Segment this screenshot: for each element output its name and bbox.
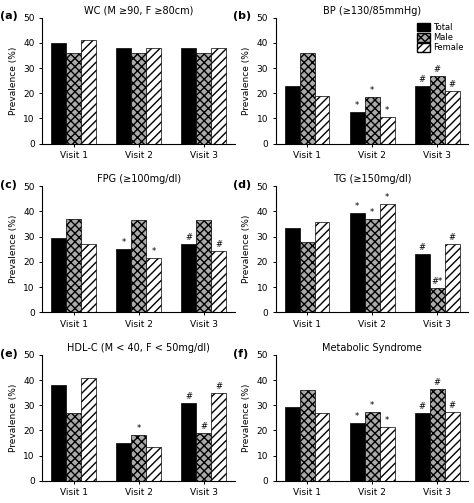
Bar bbox=[350, 112, 365, 144]
Bar bbox=[365, 97, 380, 144]
Bar bbox=[415, 86, 430, 144]
Text: #: # bbox=[419, 243, 426, 253]
Bar bbox=[116, 443, 131, 481]
Text: #: # bbox=[215, 382, 222, 391]
Title: TG (≥150mg/dl): TG (≥150mg/dl) bbox=[333, 174, 411, 184]
Text: #: # bbox=[449, 233, 456, 242]
Bar bbox=[196, 53, 211, 144]
Bar bbox=[116, 48, 131, 144]
Bar bbox=[66, 413, 81, 481]
Text: #: # bbox=[185, 233, 192, 242]
Bar bbox=[116, 249, 131, 312]
Bar bbox=[146, 48, 161, 144]
Bar bbox=[81, 244, 96, 312]
Bar bbox=[300, 53, 315, 144]
Y-axis label: Prevalence (%): Prevalence (%) bbox=[242, 215, 251, 284]
Bar bbox=[284, 406, 300, 481]
Text: *: * bbox=[152, 247, 155, 256]
Bar bbox=[66, 53, 81, 144]
Bar bbox=[181, 403, 196, 481]
Bar bbox=[284, 86, 300, 144]
Text: #: # bbox=[449, 80, 456, 89]
Text: #: # bbox=[434, 378, 441, 387]
Bar bbox=[430, 75, 445, 144]
Bar bbox=[51, 43, 66, 144]
Bar bbox=[131, 53, 146, 144]
Bar bbox=[211, 48, 226, 144]
Text: (b): (b) bbox=[233, 12, 252, 22]
Bar bbox=[430, 288, 445, 312]
Text: #: # bbox=[419, 402, 426, 411]
Bar bbox=[196, 433, 211, 481]
Text: #: # bbox=[185, 392, 192, 401]
Bar bbox=[315, 413, 329, 481]
Bar bbox=[181, 244, 196, 312]
Text: #: # bbox=[200, 422, 207, 431]
Text: #: # bbox=[449, 400, 456, 409]
Bar bbox=[300, 390, 315, 481]
Text: #: # bbox=[419, 74, 426, 83]
Bar bbox=[181, 48, 196, 144]
Bar bbox=[131, 220, 146, 312]
Bar bbox=[51, 238, 66, 312]
Text: *: * bbox=[370, 86, 374, 95]
Bar bbox=[415, 255, 430, 312]
Bar bbox=[430, 389, 445, 481]
Bar bbox=[300, 242, 315, 312]
Y-axis label: Prevalence (%): Prevalence (%) bbox=[242, 384, 251, 452]
Bar bbox=[415, 413, 430, 481]
Legend: Total, Male, Female: Total, Male, Female bbox=[416, 22, 464, 53]
Bar bbox=[380, 427, 394, 481]
Text: *: * bbox=[355, 101, 359, 110]
Text: *: * bbox=[121, 238, 126, 247]
Text: #: # bbox=[215, 239, 222, 248]
Bar bbox=[211, 250, 226, 312]
Text: #*: #* bbox=[432, 277, 443, 286]
Title: BP (≥130/85mmHg): BP (≥130/85mmHg) bbox=[323, 6, 421, 16]
Bar bbox=[284, 228, 300, 312]
Text: *: * bbox=[370, 208, 374, 217]
Bar bbox=[445, 411, 460, 481]
Bar bbox=[51, 385, 66, 481]
Bar bbox=[81, 378, 96, 481]
Text: (c): (c) bbox=[0, 180, 17, 190]
Text: (d): (d) bbox=[233, 180, 252, 190]
Bar bbox=[81, 40, 96, 144]
Bar bbox=[350, 423, 365, 481]
Title: Metabolic Syndrome: Metabolic Syndrome bbox=[322, 343, 422, 353]
Bar bbox=[380, 204, 394, 312]
Title: FPG (≥100mg/dl): FPG (≥100mg/dl) bbox=[97, 174, 181, 184]
Bar bbox=[365, 219, 380, 312]
Bar bbox=[196, 220, 211, 312]
Y-axis label: Prevalence (%): Prevalence (%) bbox=[9, 384, 18, 452]
Text: *: * bbox=[355, 412, 359, 421]
Bar bbox=[315, 221, 329, 312]
Bar bbox=[350, 213, 365, 312]
Bar bbox=[131, 436, 146, 481]
Title: WC (M ≥90, F ≥80cm): WC (M ≥90, F ≥80cm) bbox=[84, 6, 193, 16]
Y-axis label: Prevalence (%): Prevalence (%) bbox=[9, 46, 18, 115]
Y-axis label: Prevalence (%): Prevalence (%) bbox=[9, 215, 18, 284]
Title: HDL-C (M < 40, F < 50mg/dl): HDL-C (M < 40, F < 50mg/dl) bbox=[67, 343, 210, 353]
Text: *: * bbox=[355, 202, 359, 211]
Text: *: * bbox=[385, 106, 389, 115]
Text: (f): (f) bbox=[233, 349, 249, 359]
Text: *: * bbox=[385, 193, 389, 202]
Bar bbox=[365, 411, 380, 481]
Text: (e): (e) bbox=[0, 349, 18, 359]
Text: *: * bbox=[370, 400, 374, 409]
Y-axis label: Prevalence (%): Prevalence (%) bbox=[242, 46, 251, 115]
Bar bbox=[380, 117, 394, 144]
Text: *: * bbox=[385, 415, 389, 425]
Bar bbox=[146, 258, 161, 312]
Bar bbox=[146, 447, 161, 481]
Text: *: * bbox=[137, 425, 141, 434]
Text: (a): (a) bbox=[0, 12, 18, 22]
Bar bbox=[445, 244, 460, 312]
Bar bbox=[66, 219, 81, 312]
Bar bbox=[445, 91, 460, 144]
Bar bbox=[315, 96, 329, 144]
Bar bbox=[211, 393, 226, 481]
Text: #: # bbox=[434, 64, 441, 73]
